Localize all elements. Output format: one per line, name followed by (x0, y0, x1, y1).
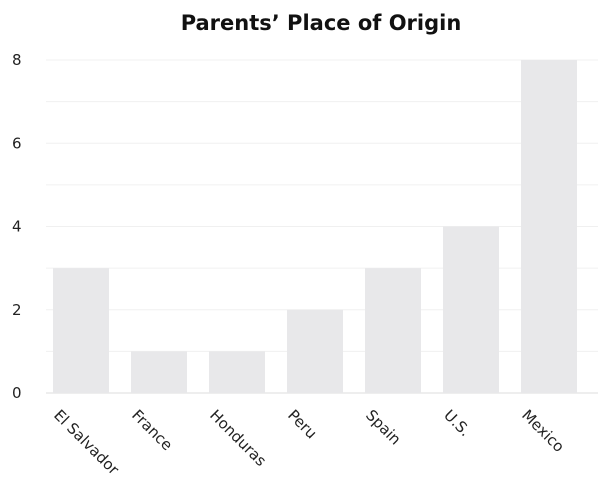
x-axis-labels: El Salvador France Honduras Peru Spain U.S. Me… (50, 406, 568, 479)
y-tick-label: 0 (12, 384, 22, 402)
y-tick-label: 8 (12, 51, 22, 69)
y-axis-ticks: 0 2 4 6 8 (12, 51, 22, 402)
y-tick-label: 6 (12, 134, 22, 152)
x-category-label: Mexico (518, 406, 568, 456)
y-tick-label: 2 (12, 301, 22, 319)
bar-mexico (521, 60, 577, 393)
bar-honduras (209, 351, 265, 393)
chart-title: Parents’ Place of Origin (181, 11, 462, 35)
x-category-label: Honduras (206, 406, 270, 470)
x-category-label: Peru (284, 406, 320, 442)
bar-peru (287, 310, 343, 393)
bar-spain (365, 268, 421, 393)
x-category-label: Spain (362, 406, 404, 448)
bar-el-salvador (53, 268, 109, 393)
y-tick-label: 4 (12, 218, 22, 236)
bar-u-s (443, 227, 499, 394)
x-category-label: El Salvador (50, 406, 123, 479)
x-category-label: France (128, 406, 176, 454)
x-category-label: U.S. (440, 406, 474, 440)
bar-france (131, 351, 187, 393)
